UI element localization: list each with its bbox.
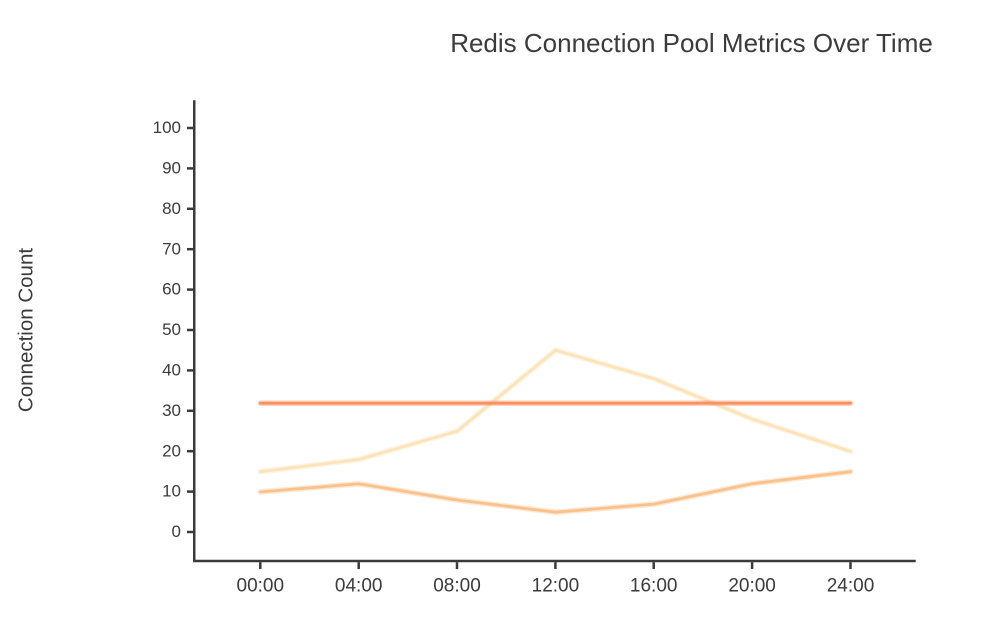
- svg-text:Connection Count: Connection Count: [15, 248, 38, 412]
- svg-text:50: 50: [162, 320, 181, 339]
- svg-text:60: 60: [162, 280, 181, 299]
- svg-text:100: 100: [153, 118, 181, 137]
- svg-text:12:00: 12:00: [532, 576, 580, 597]
- svg-text:80: 80: [162, 199, 181, 218]
- svg-text:30: 30: [162, 401, 181, 420]
- svg-text:20: 20: [162, 441, 181, 460]
- svg-text:0: 0: [172, 522, 181, 541]
- svg-text:20:00: 20:00: [728, 576, 776, 597]
- svg-text:70: 70: [162, 239, 181, 258]
- svg-text:10: 10: [162, 482, 181, 501]
- svg-text:04:00: 04:00: [335, 576, 383, 597]
- svg-text:16:00: 16:00: [630, 576, 678, 597]
- svg-text:Redis Connection Pool Metrics: Redis Connection Pool Metrics Over Time: [450, 28, 933, 58]
- svg-text:08:00: 08:00: [433, 576, 481, 597]
- svg-text:00:00: 00:00: [237, 576, 285, 597]
- svg-text:24:00: 24:00: [827, 576, 875, 597]
- svg-text:40: 40: [162, 361, 181, 380]
- svg-text:90: 90: [162, 159, 181, 178]
